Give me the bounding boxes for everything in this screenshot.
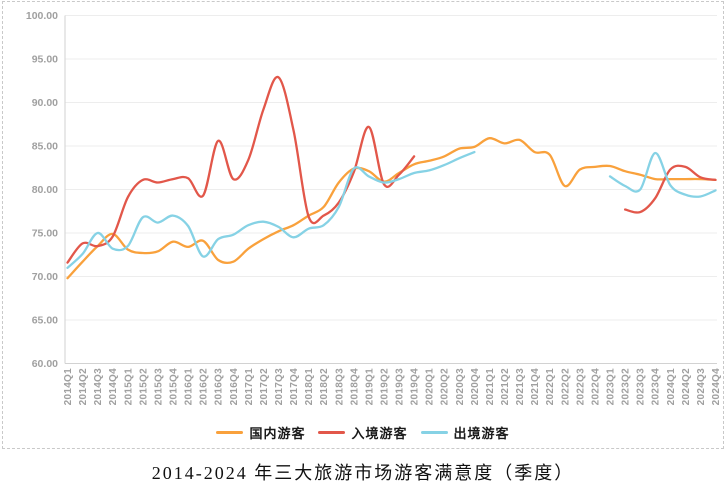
legend-label-domestic: 国内游客 xyxy=(249,426,306,441)
legend-item-inbound: 入境游客 xyxy=(318,423,407,442)
x-axis-tick-label: 2017Q4 xyxy=(289,368,300,406)
x-axis-tick-label: 2018Q2 xyxy=(319,368,330,406)
series-line-inbound xyxy=(66,75,416,264)
x-axis-tick-label: 2019Q4 xyxy=(410,368,421,406)
series-line-outbound xyxy=(66,150,476,269)
x-axis-tick-label: 2022Q3 xyxy=(575,368,586,406)
x-axis-tick-label: 2020Q2 xyxy=(440,368,451,406)
x-axis-tick-label: 2023Q1 xyxy=(606,368,617,406)
y-axis-tick-label: 90.00 xyxy=(32,97,58,109)
y-axis-tick-label: 85.00 xyxy=(32,141,58,153)
legend-item-outbound: 出境游客 xyxy=(420,423,510,442)
y-axis-tick-label: 70.00 xyxy=(32,271,58,283)
x-axis-tick-label: 2016Q2 xyxy=(199,368,210,406)
x-axis-tick-label: 2022Q4 xyxy=(590,368,601,406)
x-axis-tick-label: 2022Q1 xyxy=(545,368,556,406)
x-axis-tick-label: 2021Q2 xyxy=(500,368,511,406)
x-axis-tick-label: 2020Q4 xyxy=(470,368,481,406)
x-axis-tick-label: 2018Q1 xyxy=(304,368,315,406)
x-axis-tick-label: 2014Q1 xyxy=(63,368,74,406)
x-axis-tick-label: 2019Q2 xyxy=(379,368,390,406)
x-axis-tick-label: 2024Q4 xyxy=(711,368,722,406)
legend-swatch-inbound xyxy=(318,431,346,434)
legend-swatch-domestic xyxy=(216,431,244,434)
chart-frame: 60.00 65.00 70.00 75.00 80.00 85.00 90.00 95.00… xyxy=(2,1,724,449)
x-axis-tick-label: 2023Q3 xyxy=(636,368,647,406)
y-axis-tick-label: 75.00 xyxy=(32,228,58,240)
chart-title: 2014-2024 年三大旅游市场游客满意度（季度） xyxy=(151,463,575,483)
series-line-inbound xyxy=(623,164,717,214)
legend-item-domestic: 国内游客 xyxy=(216,423,305,442)
x-axis-tick-label: 2020Q3 xyxy=(455,368,466,406)
x-axis-tick-label: 2023Q4 xyxy=(651,368,662,406)
x-axis-tick-label: 2016Q3 xyxy=(214,368,225,406)
series-line-outbound xyxy=(608,151,717,198)
x-axis-tick-label: 2014Q4 xyxy=(108,368,119,406)
x-axis-tick-label: 2017Q1 xyxy=(244,368,255,406)
x-axis-tick-label: 2015Q1 xyxy=(123,368,134,406)
legend-label-inbound: 入境游客 xyxy=(351,426,408,441)
x-axis-tick-label: 2014Q2 xyxy=(78,368,89,406)
x-axis-tick-label: 2019Q1 xyxy=(364,368,375,406)
title-block: 2014-2024 年三大旅游市场游客满意度（季度） xyxy=(0,449,726,495)
x-axis-tick-label: 2024Q3 xyxy=(696,368,707,406)
x-axis-tick-label: 2024Q1 xyxy=(666,368,677,406)
y-axis-tick-label: 95.00 xyxy=(32,54,58,66)
legend-label-outbound: 出境游客 xyxy=(453,426,510,441)
x-axis-tick-label: 2019Q3 xyxy=(395,368,406,406)
satisfaction-line-chart: 60.00 65.00 70.00 75.00 80.00 85.00 90.00 95.00… xyxy=(26,10,722,406)
x-axis-tick-label: 2017Q3 xyxy=(274,368,285,406)
y-axis-tick-label: 100.00 xyxy=(26,10,58,22)
x-axis-tick-label: 2021Q4 xyxy=(530,368,541,406)
x-axis-tick-label: 2016Q1 xyxy=(184,368,195,406)
x-axis-tick-label: 2017Q2 xyxy=(259,368,270,406)
x-axis-tick-label: 2014Q3 xyxy=(93,368,104,406)
series-line-domestic xyxy=(66,137,717,280)
x-axis-tick-label: 2015Q4 xyxy=(168,368,179,406)
x-axis-tick-label: 2022Q2 xyxy=(560,368,571,406)
y-axis-tick-label: 65.00 xyxy=(32,315,58,327)
chart-legend: 国内游客 入境游客 出境游客 xyxy=(3,423,723,442)
x-axis-tick-label: 2024Q2 xyxy=(681,368,692,406)
x-axis-tick-label: 2018Q3 xyxy=(334,368,345,406)
x-axis-tick-label: 2015Q2 xyxy=(138,368,149,406)
x-axis-tick-label: 2015Q3 xyxy=(153,368,164,406)
y-axis-tick-label: 80.00 xyxy=(32,184,58,196)
x-axis-tick-label: 2023Q2 xyxy=(621,368,632,406)
x-axis-tick-label: 2021Q3 xyxy=(515,368,526,406)
x-axis-tick-label: 2021Q1 xyxy=(485,368,496,406)
x-axis-tick-label: 2018Q4 xyxy=(349,368,360,406)
legend-swatch-outbound xyxy=(420,431,448,434)
x-axis-tick-label: 2020Q1 xyxy=(425,368,436,406)
x-axis-tick-label: 2016Q4 xyxy=(229,368,240,406)
y-axis-tick-label: 60.00 xyxy=(32,358,58,370)
